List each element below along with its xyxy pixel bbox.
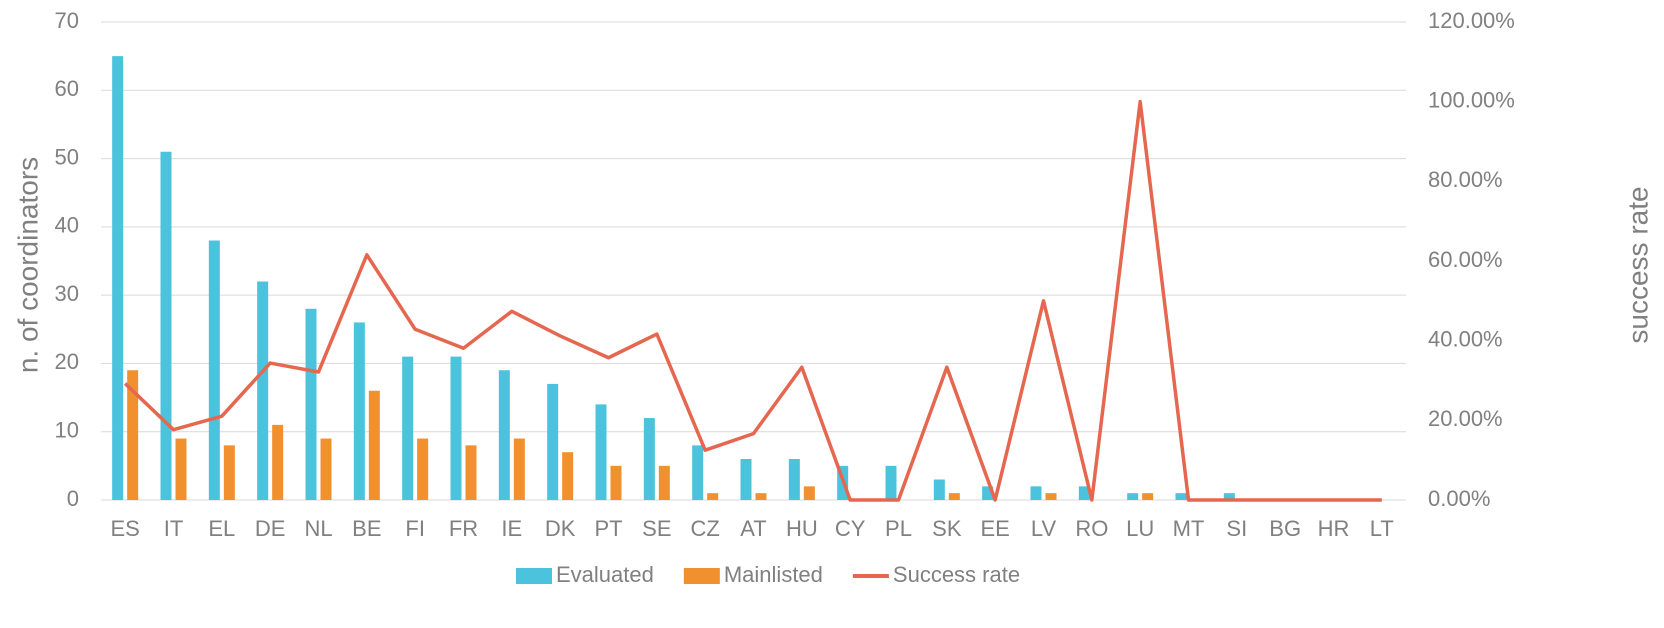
y2-axis-title: success rate: [1622, 186, 1653, 343]
x-tick-label: EE: [980, 516, 1009, 541]
bar: [368, 390, 380, 500]
y2-tick-label: 20.00%: [1428, 406, 1503, 431]
x-tick-label: MT: [1173, 516, 1205, 541]
x-tick-label: DE: [255, 516, 286, 541]
y-tick-label: 40: [55, 213, 79, 238]
y-tick-label: 0: [67, 486, 79, 511]
bar: [1078, 486, 1090, 500]
bar: [610, 465, 622, 500]
y-tick-label: 20: [55, 349, 79, 374]
bar: [1127, 493, 1139, 500]
x-tick-label: LT: [1370, 516, 1394, 541]
bar: [643, 418, 655, 500]
bar: [788, 459, 800, 500]
x-tick-label: HR: [1318, 516, 1350, 541]
legend-swatch: [516, 568, 552, 584]
bar: [755, 493, 767, 500]
y2-tick-label: 0.00%: [1428, 486, 1490, 511]
x-tick-label: LU: [1126, 516, 1154, 541]
bar: [402, 356, 414, 500]
bar: [127, 370, 139, 500]
x-tick-label: CZ: [691, 516, 720, 541]
x-tick-label: FI: [405, 516, 425, 541]
x-tick-label: LV: [1031, 516, 1057, 541]
bar: [982, 486, 994, 500]
bar: [885, 465, 897, 500]
bar: [740, 459, 752, 500]
x-tick-label: BE: [352, 516, 381, 541]
bar: [1223, 493, 1235, 500]
x-tick-label: FR: [449, 516, 478, 541]
x-tick-label: DK: [545, 516, 576, 541]
y2-tick-label: 80.00%: [1428, 167, 1503, 192]
bar: [498, 370, 510, 500]
y-tick-label: 70: [55, 8, 79, 33]
bar: [1045, 493, 1057, 500]
bar: [465, 445, 477, 500]
bar: [948, 493, 960, 500]
bar: [112, 56, 124, 501]
legend-label: Mainlisted: [724, 562, 823, 587]
bar: [160, 151, 172, 500]
bar: [595, 404, 607, 500]
x-tick-label: SE: [642, 516, 671, 541]
x-tick-label: HU: [786, 516, 818, 541]
x-tick-label: SI: [1226, 516, 1247, 541]
x-tick-label: PL: [885, 516, 912, 541]
x-tick-label: EL: [208, 516, 235, 541]
bar: [353, 322, 365, 500]
line: [123, 99, 1382, 502]
bar: [933, 479, 945, 500]
x-tick-label: SK: [932, 516, 962, 541]
x-tick-label: IE: [501, 516, 522, 541]
bar: [692, 445, 704, 500]
y2-tick-label: 60.00%: [1428, 247, 1503, 272]
bar: [223, 445, 235, 500]
x-tick-label: PT: [594, 516, 622, 541]
x-tick-label: BG: [1269, 516, 1301, 541]
y-tick-label: 30: [55, 281, 79, 306]
legend-label: Success rate: [893, 562, 1020, 587]
bar: [272, 424, 284, 500]
y2-tick-label: 40.00%: [1428, 326, 1503, 351]
bar: [175, 438, 187, 500]
x-tick-label: NL: [304, 516, 332, 541]
y-axis-title: n. of coordinators: [12, 157, 43, 373]
bar: [450, 356, 462, 500]
y2-tick-label: 100.00%: [1428, 87, 1515, 112]
bar: [320, 438, 332, 500]
bar: [1030, 486, 1042, 500]
bar: [305, 308, 317, 500]
x-tick-label: CY: [835, 516, 866, 541]
y-tick-label: 50: [55, 144, 79, 169]
bar: [707, 493, 719, 500]
x-tick-label: IT: [164, 516, 184, 541]
bar: [513, 438, 525, 500]
legend-swatch: [683, 568, 720, 584]
bar: [658, 465, 670, 500]
x-tick-label: ES: [110, 516, 139, 541]
bar: [803, 486, 815, 500]
bar: [1142, 493, 1154, 500]
bar: [417, 438, 429, 500]
y-tick-label: 10: [55, 418, 79, 443]
y2-tick-label: 120.00%: [1428, 8, 1515, 33]
bar: [1175, 493, 1187, 500]
y-tick-label: 60: [55, 76, 79, 101]
bar: [562, 452, 574, 500]
bar: [547, 383, 559, 500]
legend-label: Evaluated: [556, 562, 654, 587]
x-tick-label: AT: [740, 516, 766, 541]
bar: [257, 281, 269, 500]
x-tick-label: RO: [1075, 516, 1108, 541]
bar: [208, 240, 220, 500]
